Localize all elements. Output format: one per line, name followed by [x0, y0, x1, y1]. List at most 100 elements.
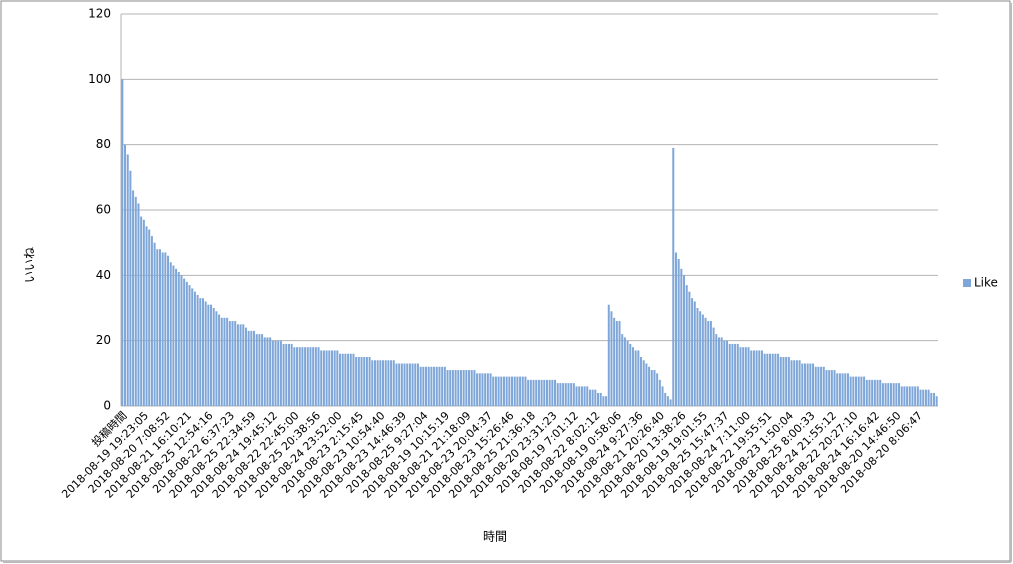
bar	[438, 366, 441, 406]
bar	[588, 389, 591, 406]
bar	[376, 360, 379, 406]
bar	[599, 392, 602, 406]
bar	[341, 353, 344, 406]
bar	[731, 343, 734, 406]
bar	[274, 340, 277, 406]
bar	[220, 317, 223, 406]
y-tick-label: 60	[96, 203, 111, 217]
bar	[648, 366, 651, 406]
bar	[244, 327, 247, 406]
bar	[277, 340, 280, 406]
bar	[279, 340, 282, 406]
bar	[734, 343, 737, 406]
bar	[645, 363, 648, 406]
bar	[597, 392, 600, 406]
bar	[814, 366, 817, 406]
bar	[121, 79, 124, 406]
bar	[347, 353, 350, 406]
bar	[258, 334, 261, 406]
bar	[153, 242, 156, 406]
bar	[134, 196, 137, 406]
bar	[567, 383, 570, 406]
bar	[250, 330, 253, 406]
bar	[717, 337, 720, 406]
bar	[492, 376, 495, 406]
bar	[666, 396, 669, 406]
bar	[661, 386, 664, 406]
bar	[855, 376, 858, 406]
bar	[223, 317, 226, 406]
bar	[443, 366, 446, 406]
bar	[693, 301, 696, 406]
bar	[298, 347, 301, 406]
bar	[868, 379, 871, 406]
bar	[478, 373, 481, 406]
bar	[634, 350, 637, 406]
bar	[446, 370, 449, 406]
bar	[263, 337, 266, 406]
bar	[282, 343, 285, 406]
bar	[328, 350, 331, 406]
bar	[766, 353, 769, 406]
bar	[239, 324, 242, 406]
y-tick-label: 40	[96, 268, 111, 282]
bar	[830, 370, 833, 406]
bar	[833, 370, 836, 406]
bar	[449, 370, 452, 406]
bar	[586, 386, 589, 406]
bar	[390, 360, 393, 406]
bar	[709, 321, 712, 406]
bar	[809, 363, 812, 406]
bar	[554, 379, 557, 406]
bar	[777, 353, 780, 406]
bar	[145, 226, 148, 406]
y-tick-label: 120	[88, 7, 111, 21]
bar	[806, 363, 809, 406]
bar	[309, 347, 312, 406]
bar	[314, 347, 317, 406]
bar	[336, 350, 339, 406]
bar	[494, 376, 497, 406]
bar	[699, 311, 702, 406]
bar	[247, 330, 250, 406]
bar	[301, 347, 304, 406]
bar	[723, 340, 726, 406]
bar	[188, 285, 191, 406]
bar	[363, 357, 366, 406]
bar	[521, 376, 524, 406]
bar	[459, 370, 462, 406]
bar	[470, 370, 473, 406]
bar	[180, 275, 183, 406]
bar	[508, 376, 511, 406]
bar	[357, 357, 360, 406]
bar	[683, 275, 686, 406]
bar	[172, 265, 175, 406]
bar	[849, 376, 852, 406]
bar	[373, 360, 376, 406]
bar	[715, 334, 718, 406]
bar	[605, 396, 608, 406]
bar	[747, 347, 750, 406]
bar	[844, 373, 847, 406]
bar	[395, 363, 398, 406]
bar	[451, 370, 454, 406]
bar	[803, 363, 806, 406]
bar	[497, 376, 500, 406]
bar	[360, 357, 363, 406]
bar	[631, 347, 634, 406]
bar	[935, 396, 938, 406]
bar	[769, 353, 772, 406]
bar	[795, 360, 798, 406]
bar	[771, 353, 774, 406]
bar	[422, 366, 425, 406]
bar	[433, 366, 436, 406]
bar	[435, 366, 438, 406]
bar	[801, 363, 804, 406]
bar	[164, 252, 167, 406]
bar	[572, 383, 575, 406]
bar	[185, 281, 188, 406]
bar	[271, 340, 274, 406]
bar	[887, 383, 890, 406]
bar	[548, 379, 551, 406]
